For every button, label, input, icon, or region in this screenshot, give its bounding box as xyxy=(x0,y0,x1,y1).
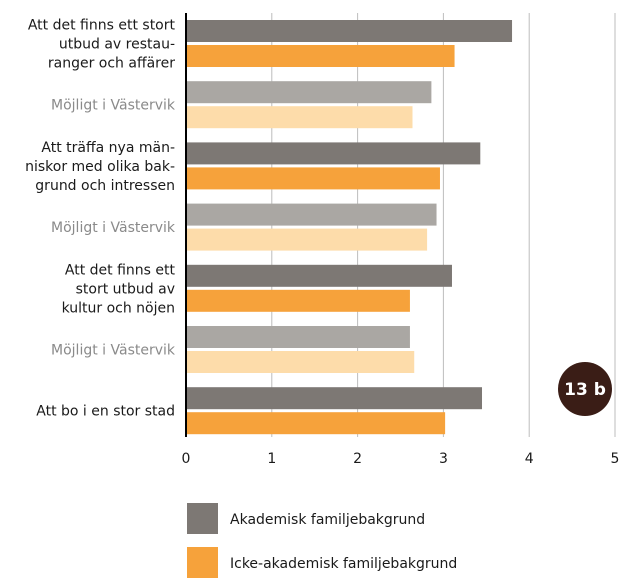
badge-circle xyxy=(558,362,612,416)
bar-academic-4 xyxy=(186,264,452,287)
bar-academic-3 xyxy=(186,203,437,226)
category-label-4-0: Att det finns ett xyxy=(65,262,176,278)
bar-nonacademic-3 xyxy=(186,228,428,251)
bar-nonacademic-1 xyxy=(186,106,413,129)
category-label-0-1: utbud av restau- xyxy=(59,37,175,53)
legend-swatch-nonacademic xyxy=(187,547,218,578)
category-label-0-0: Att det finns ett stort xyxy=(28,18,176,34)
category-label-4-1: stort utbud av xyxy=(76,281,175,297)
category-label-2-1: niskor med olika bak- xyxy=(25,159,175,175)
x-tick-label-5: 5 xyxy=(611,451,620,467)
category-label-3-0: Möjligt i Västervik xyxy=(51,220,176,236)
x-tick-label-4: 4 xyxy=(525,451,534,467)
category-label-0-2: ranger och affärer xyxy=(48,56,175,72)
category-label-4-2: kultur och nöjen xyxy=(62,300,175,316)
bar-academic-6 xyxy=(186,387,483,410)
category-label-5-0: Möjligt i Västervik xyxy=(51,343,176,359)
legend-swatch-academic xyxy=(187,503,218,534)
category-label-6-0: Att bo i en stor stad xyxy=(36,404,175,420)
x-tick-label-3: 3 xyxy=(439,451,448,467)
bar-nonacademic-5 xyxy=(186,351,415,373)
bar-academic-0 xyxy=(186,20,513,42)
x-tick-label-0: 0 xyxy=(182,451,191,467)
x-tick-label-1: 1 xyxy=(267,451,276,467)
legend-label-nonacademic: Icke-akademisk familjebakgrund xyxy=(230,556,457,572)
badge-label: 13 b xyxy=(564,380,606,400)
category-label-1-0: Möjligt i Västervik xyxy=(51,98,176,114)
legend-label-academic: Akademisk familjebakgrund xyxy=(230,512,425,528)
bar-academic-2 xyxy=(186,142,481,165)
bar-nonacademic-2 xyxy=(186,167,440,190)
bar-nonacademic-4 xyxy=(186,289,410,312)
category-label-2-0: Att träffa nya män- xyxy=(41,140,175,156)
bar-academic-5 xyxy=(186,326,410,348)
x-tick-label-2: 2 xyxy=(353,451,362,467)
bar-nonacademic-0 xyxy=(186,45,455,67)
bar-academic-1 xyxy=(186,81,432,104)
bar-nonacademic-6 xyxy=(186,412,446,435)
category-label-2-2: grund och intressen xyxy=(35,178,175,194)
